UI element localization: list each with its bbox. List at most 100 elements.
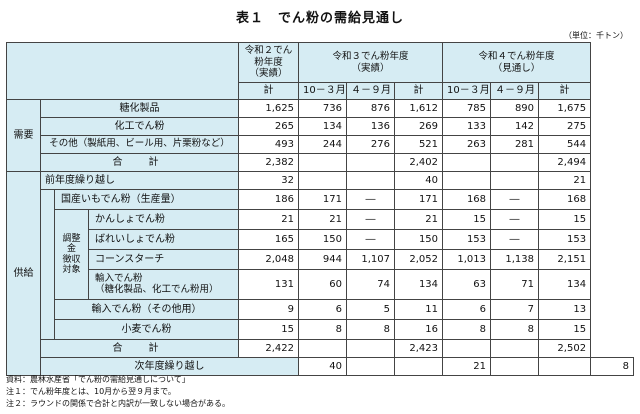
- cell: 171: [298, 189, 347, 210]
- cell: [490, 339, 540, 358]
- table-row: 供給 前年度繰り越し 32 40 21: [6, 171, 634, 376]
- cell: 60: [298, 269, 347, 300]
- cell: 134: [393, 269, 444, 300]
- cell: 63: [442, 269, 492, 300]
- cell: 150: [298, 229, 347, 250]
- cell: ―: [346, 209, 395, 230]
- header-r2-total: 計: [238, 82, 299, 100]
- group-demand: 需要: [6, 99, 41, 172]
- footnotes: 資料：農林水産省「でん粉の需給見通しについて」 注１：でん粉年度とは、10月から…: [6, 374, 230, 410]
- cell: ―: [490, 209, 540, 230]
- cell: 131: [238, 269, 299, 300]
- cell: [490, 171, 540, 190]
- cell: 2,402: [393, 153, 444, 172]
- cell: 15: [538, 319, 592, 340]
- table-row: その他（製紙用、ビール用、片栗粉など） 493 244 276 521 263 …: [7, 135, 634, 154]
- cell: [442, 171, 492, 190]
- cell: 142: [490, 117, 540, 136]
- table-title: 表１ でん粉の需給見通し: [235, 11, 404, 26]
- table-row: 小麦でん粉 15 8 8 16 8 8 15: [7, 319, 634, 340]
- cell: 168: [442, 189, 492, 210]
- header-r3-apr-sep: ４－９月: [346, 82, 395, 100]
- cell: 15: [442, 209, 492, 230]
- cell: 6: [298, 299, 347, 320]
- cell: ―: [490, 189, 540, 210]
- row-label: 化工でん粉: [40, 117, 239, 136]
- cell: 133: [442, 117, 492, 136]
- cell: 2,151: [538, 249, 592, 270]
- cell: 876: [346, 99, 395, 118]
- row-label: 糖化製品: [40, 99, 239, 118]
- table-row: 国産いもでん粉（生産量） 186 171 ― 171 168 ― 168: [7, 189, 634, 340]
- cell: [393, 357, 444, 376]
- footnote-source: 資料：農林水産省「でん粉の需給見通しについて」: [6, 375, 190, 384]
- cell: 15: [538, 209, 592, 230]
- cell: [346, 153, 395, 172]
- table-row: 需要 糖化製品 1,625 736 876 1,612 785 890 1,67…: [6, 99, 634, 172]
- cell: [490, 357, 540, 376]
- row-label: ばれいしょでん粉: [88, 229, 239, 250]
- cell: [298, 153, 347, 172]
- cell: [298, 339, 347, 358]
- cell: 136: [346, 117, 395, 136]
- cell: 21: [393, 209, 444, 230]
- cell: 134: [298, 117, 347, 136]
- cell: 71: [490, 269, 540, 300]
- cell: 168: [538, 189, 592, 210]
- cell: 269: [393, 117, 444, 136]
- row-label: 次年度繰り越し: [40, 357, 299, 376]
- cell: 521: [393, 135, 444, 154]
- header-r3-oct-mar: 10－３月: [298, 82, 347, 100]
- cell: 40: [298, 357, 347, 376]
- cell: [442, 339, 492, 358]
- cell: 8: [298, 319, 347, 340]
- cell: 21: [442, 357, 492, 376]
- cell: 13: [538, 299, 592, 320]
- supply-demand-table: 令和２でん粉年度 （実績） 令和３でん粉年度 （実績） 令和４でん粉年度 （見通…: [6, 42, 634, 376]
- cell: ―: [346, 229, 395, 250]
- row-label: 国産いもでん粉（生産量）: [54, 189, 239, 210]
- cell: [346, 339, 395, 358]
- cell: 785: [442, 99, 492, 118]
- header-r4: 令和４でん粉年度 （見通し）: [442, 42, 592, 83]
- row-label: 輸入でん粉（その他用）: [54, 299, 239, 320]
- row-label: かんしょでん粉: [88, 209, 239, 230]
- cell: 944: [298, 249, 347, 270]
- cell: 1,675: [538, 99, 592, 118]
- cell: ―: [490, 229, 540, 250]
- table-row-total: 合 計 2,422 2,423 2,502: [7, 339, 634, 358]
- cell: 15: [238, 319, 299, 340]
- cell: 281: [490, 135, 540, 154]
- cell: 16: [393, 319, 444, 340]
- cell: 21: [298, 209, 347, 230]
- header-r4-oct-mar: 10－３月: [442, 82, 492, 100]
- row-label: 合 計: [40, 153, 239, 172]
- cell: 244: [298, 135, 347, 154]
- group-supply: 供給: [6, 171, 41, 376]
- table-row-total: 合 計 2,382 2,402 2,494: [7, 153, 634, 172]
- row-label: 輸入でん粉 （糖化製品、化工でん粉用）: [88, 269, 239, 300]
- cell: 2,052: [393, 249, 444, 270]
- table-row: 輸入でん粉 （糖化製品、化工でん粉用） 131 60 74 134 63 71 …: [7, 269, 634, 300]
- cell: [298, 171, 347, 190]
- table-row: 次年度繰り越し 40 21 8: [7, 357, 634, 376]
- cell: 1,625: [238, 99, 299, 118]
- row-label: 前年度繰り越し: [40, 171, 239, 190]
- row-label: その他（製紙用、ビール用、片栗粉など）: [40, 135, 239, 154]
- footnote-2: 注２：ラウンドの関係で合計と内訳が一致しない場合がある。: [6, 399, 230, 408]
- table-row: コーンスターチ 2,048 944 1,107 2,052 1,013 1,13…: [7, 249, 634, 270]
- cell: [346, 171, 395, 190]
- group-adjust: 調整金 徴収 対象: [54, 209, 89, 300]
- table-row: 化工でん粉 265 134 136 269 133 142 275: [7, 117, 634, 136]
- cell: 21: [538, 171, 592, 190]
- cell: 153: [538, 229, 592, 250]
- row-label: コーンスターチ: [88, 249, 239, 270]
- cell: 275: [538, 117, 592, 136]
- cell: 150: [393, 229, 444, 250]
- cell: 186: [238, 189, 299, 210]
- header-row-years: 令和２でん粉年度 （実績） 令和３でん粉年度 （実績） 令和４でん粉年度 （見通…: [6, 42, 634, 100]
- cell: 1,612: [393, 99, 444, 118]
- cell: 11: [393, 299, 444, 320]
- header-r4-total: 計: [538, 82, 592, 100]
- cell: 2,494: [538, 153, 592, 172]
